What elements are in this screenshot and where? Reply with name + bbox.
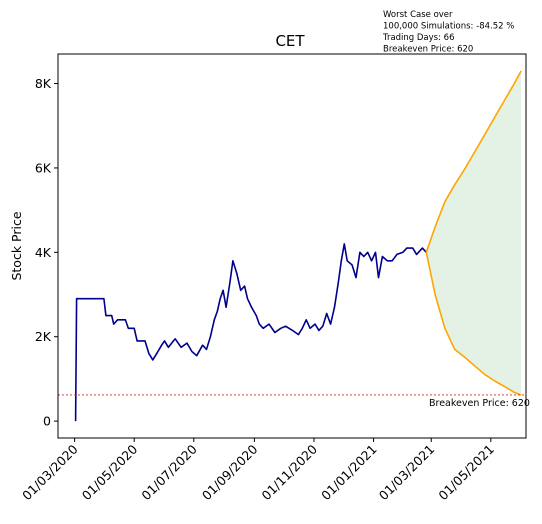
x-tick-label: 01/01/2021 [318,442,380,504]
simulation-range-fill [426,70,522,396]
x-tick-label: 01/03/2021 [376,442,438,504]
x-tick-label: 01/05/2020 [79,441,141,503]
y-tick-label: 6K [35,160,52,175]
y-axis: 0 2K 4K 6K 8K [35,76,58,429]
simulation-annotation: Worst Case over 100,000 Simulations: -84.… [382,10,514,55]
x-tick-label: 01/03/2020 [19,441,81,503]
annotation-line: Trading Days: 66 [382,33,454,43]
breakeven-layer: Breakeven Price: 620 [58,394,530,409]
simulation-range-area [426,70,522,396]
plot-frame [57,53,527,439]
annotation-line: Worst Case over [383,10,453,20]
x-tick-label: 01/07/2020 [138,441,200,503]
series-layer [74,70,522,422]
history-price-line [74,243,427,422]
y-tick-label: 4K [35,245,52,260]
y-tick-label: 2K [35,329,52,344]
x-tick-label: 01/09/2020 [199,441,261,503]
annotation-line: Breakeven Price: 620 [383,45,473,55]
breakeven-label: Breakeven Price: 620 [429,398,530,409]
x-tick-label: 01/11/2020 [259,441,321,503]
y-tick-label: 8K [35,76,52,91]
y-tick-label: 0 [43,414,51,429]
worst-case-line [425,252,522,396]
annotation-line: 100,000 Simulations: -84.52 % [383,22,514,32]
x-tick-label: 01/05/2021 [435,442,497,504]
best-case-line [425,70,522,253]
y-axis-label: Stock Price [9,211,24,280]
chart-title: CET [275,32,305,50]
